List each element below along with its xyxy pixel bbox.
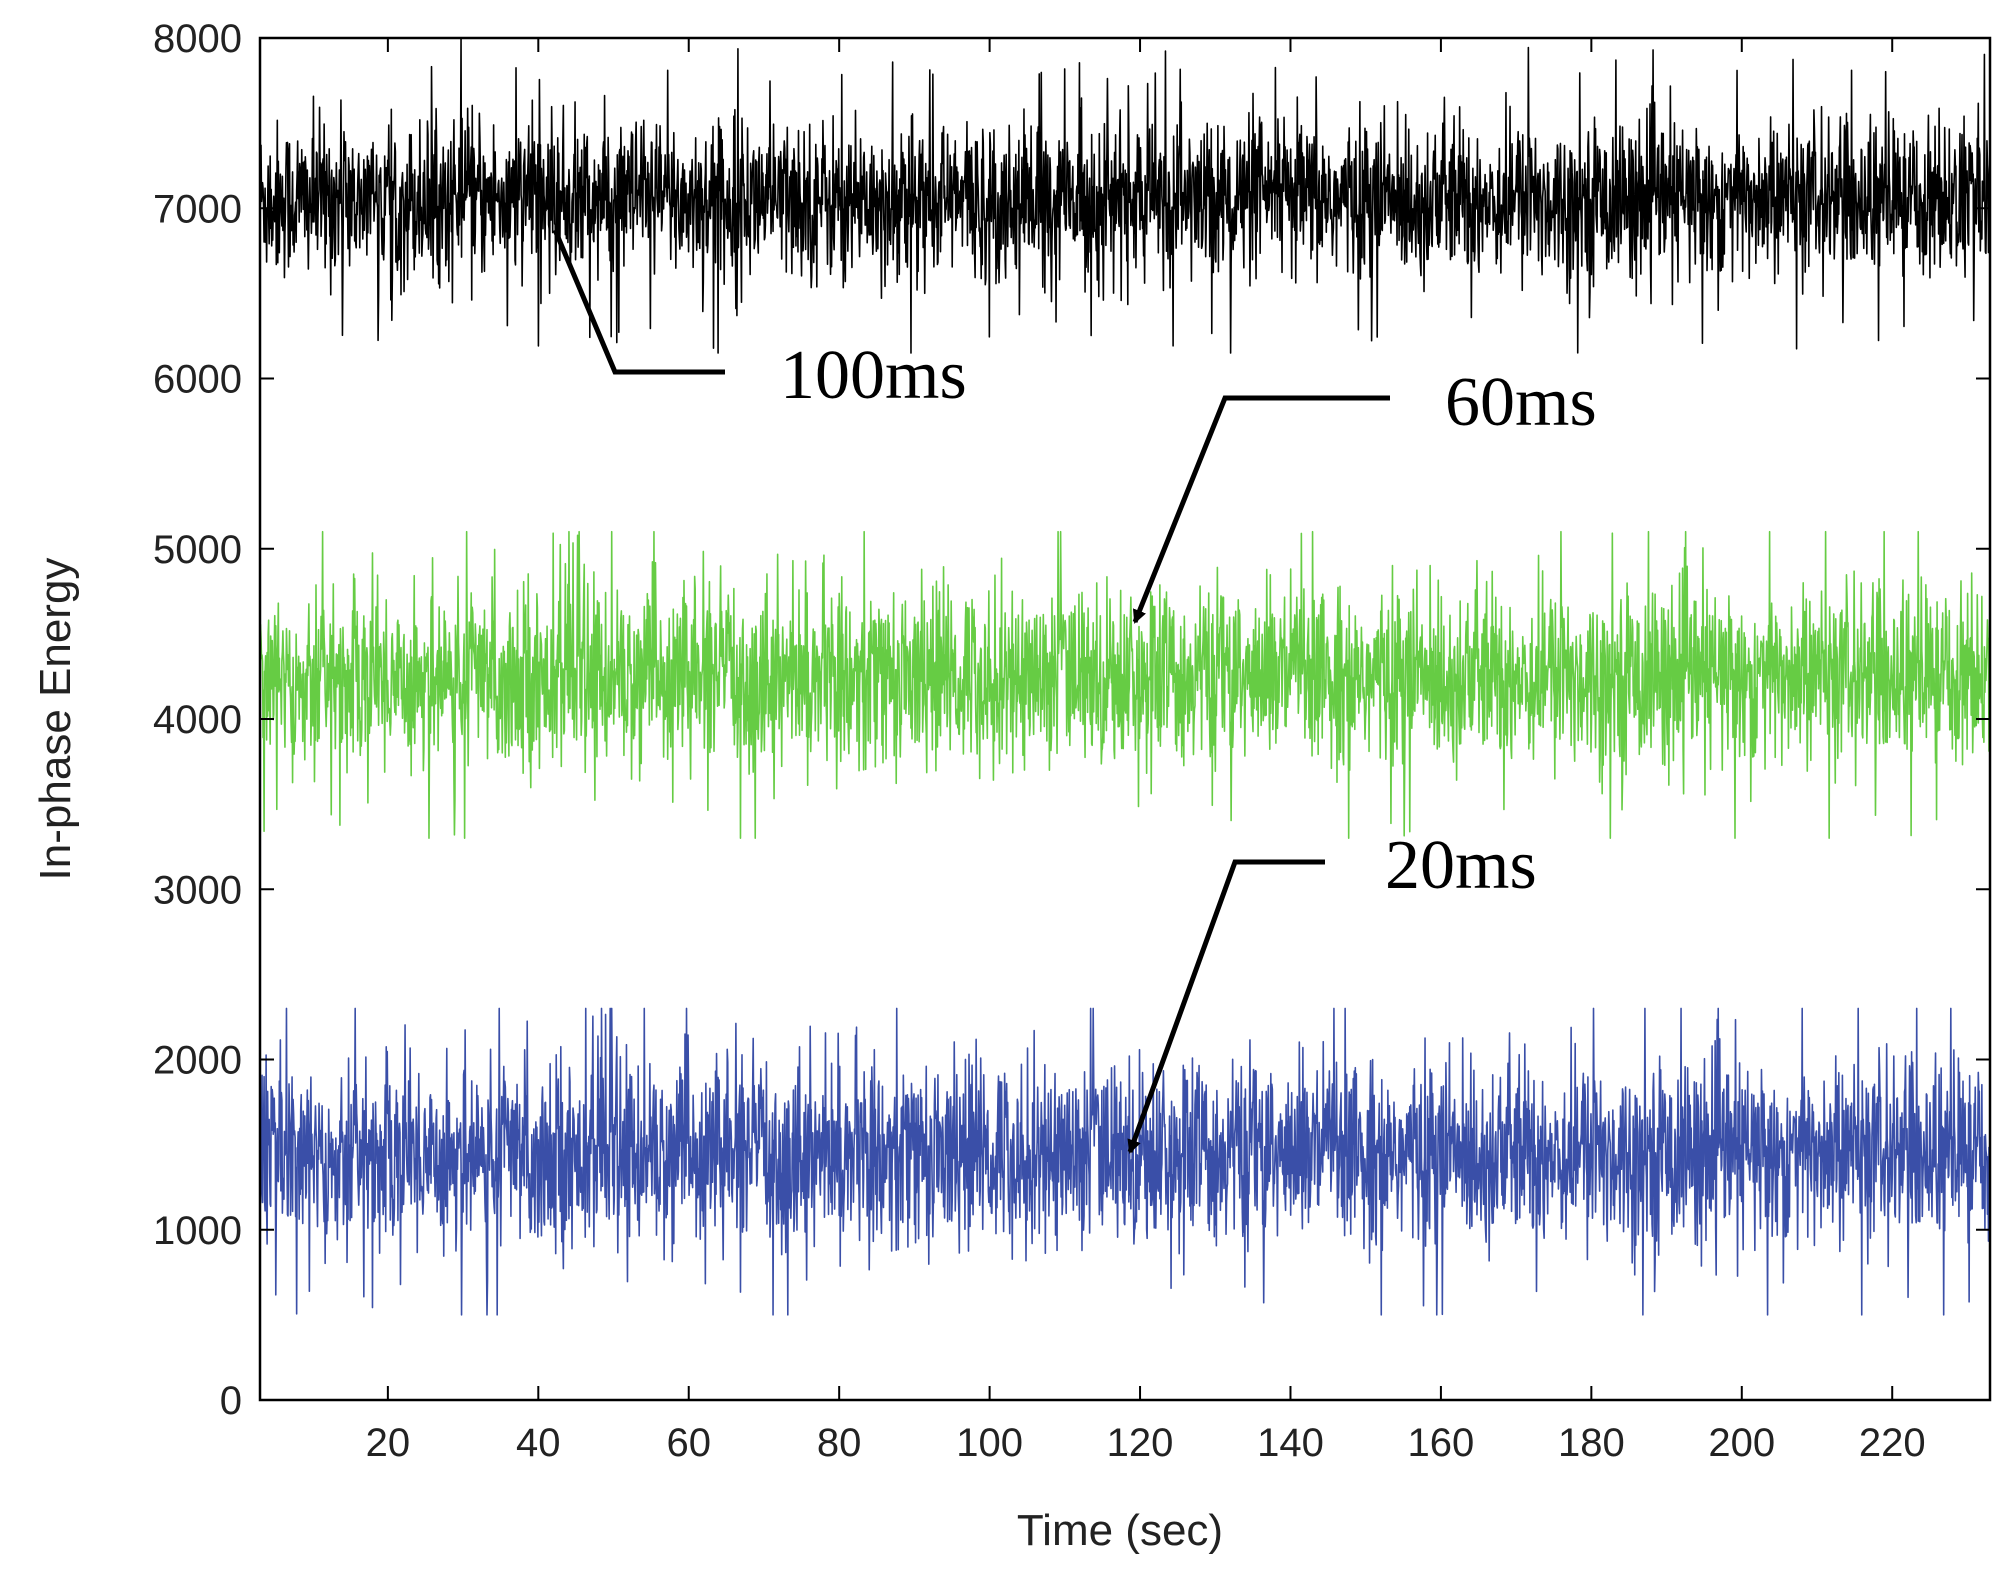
y-tick-label: 1000 (153, 1209, 242, 1253)
x-axis-title: Time (sec) (1017, 1506, 1223, 1555)
ticks-layer: 20 40 60 80 100 120 140 160 180 200 220 0 1000 2000 30… (153, 17, 1990, 1465)
y-tick-label: 8000 (153, 17, 242, 61)
annotation-label-100ms: 100ms (780, 337, 967, 414)
y-tick-label: 7000 (153, 187, 242, 231)
x-tick-label: 60 (666, 1421, 711, 1465)
annotation-leader-60ms (1132, 395, 1390, 624)
x-tick-label: 40 (516, 1421, 561, 1465)
x-tick-label: 20 (366, 1421, 411, 1465)
annotation-label-60ms: 60ms (1445, 364, 1597, 441)
series-layer (260, 38, 1990, 1316)
annotation-leader-20ms (1127, 859, 1325, 1154)
x-tick-label: 220 (1859, 1421, 1926, 1465)
x-tick-label: 200 (1708, 1421, 1775, 1465)
y-tick-label: 2000 (153, 1039, 242, 1083)
x-tick-label: 160 (1408, 1421, 1475, 1465)
x-tick-label: 120 (1107, 1421, 1174, 1465)
y-tick-label: 4000 (153, 698, 242, 742)
annotation-label-20ms: 20ms (1385, 827, 1537, 904)
y-tick-label: 5000 (153, 528, 242, 572)
x-tick-label: 180 (1558, 1421, 1625, 1465)
series-20ms (260, 1007, 1990, 1316)
series-100ms (260, 38, 1990, 354)
y-tick-label: 0 (220, 1379, 242, 1423)
series-60ms (260, 530, 1990, 839)
x-tick-label: 140 (1257, 1421, 1324, 1465)
annotations: 100ms 60ms 20ms (552, 229, 1597, 1154)
annotation-leader-100ms (552, 229, 725, 375)
y-axis-title: In-phase Energy (31, 558, 80, 881)
x-tick-label: 100 (956, 1421, 1023, 1465)
x-tick-label: 80 (817, 1421, 862, 1465)
y-tick-label: 6000 (153, 358, 242, 402)
y-tick-label: 3000 (153, 868, 242, 912)
